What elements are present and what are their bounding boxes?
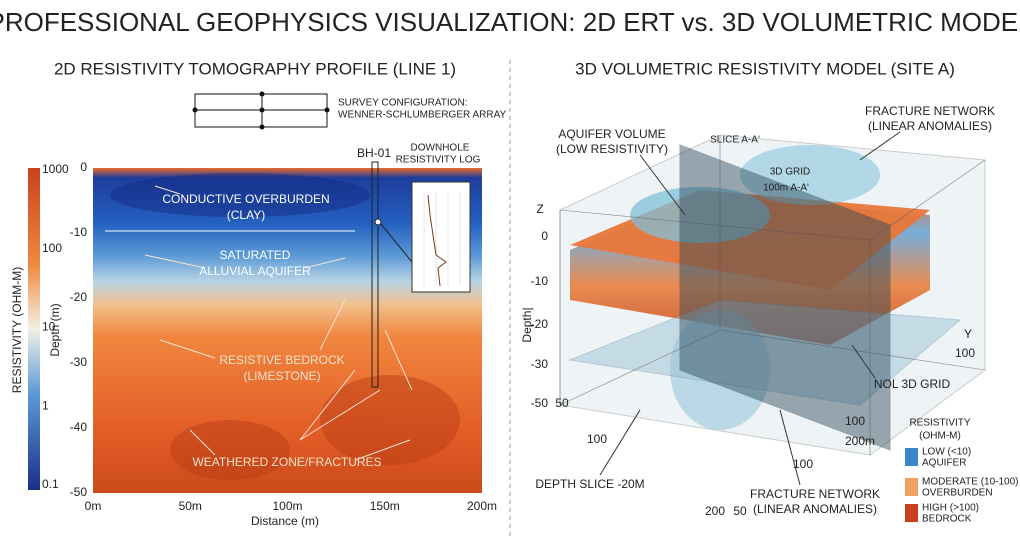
colorbar-tick: 10: [42, 320, 56, 334]
y-tick-label: -50: [70, 485, 88, 499]
floor-tick-label: 100: [793, 457, 813, 471]
x-tick-label: 0m: [85, 499, 102, 513]
y-tick-label: -10: [70, 225, 88, 239]
x-tick-label: 200m: [467, 499, 497, 513]
z-tick-label: -10: [531, 274, 549, 288]
y-axis-label: Depth (m): [48, 303, 62, 356]
floor-tick-label: 50: [733, 504, 747, 518]
z-tick-label: 0: [541, 229, 548, 243]
y-tick-label: 0: [80, 160, 87, 174]
log-leader: [380, 223, 413, 263]
z-tick-label: -30: [531, 357, 549, 371]
borehole-marker: [374, 218, 382, 226]
colorbar-tick: 1: [42, 398, 49, 412]
legend-label: HIGH (>100): [922, 503, 979, 514]
annotation: (LIMESTONE): [243, 369, 320, 383]
annotation: NOL 3D GRID: [874, 377, 951, 391]
legend-swatch: [905, 504, 918, 522]
legend-label: MODERATE (10-100): [922, 477, 1019, 488]
annotation: DEPTH SLICE -20M: [535, 477, 644, 491]
survey-label: SURVEY CONFIGURATION:: [338, 98, 467, 109]
floor-tick-label: 200m: [845, 434, 875, 448]
colorbar-label: RESISTIVITY (OHM-M): [10, 267, 24, 393]
floor-tick-label: 100: [587, 432, 607, 446]
colorbar-tick: 100: [42, 241, 62, 255]
borehole: [371, 161, 379, 388]
annotation: 100m A-A': [763, 183, 809, 194]
x-tick-label: 150m: [370, 499, 400, 513]
floor-tick-label: 200: [705, 504, 725, 518]
survey-label: WENNER-SCHLUMBERGER ARRAY: [338, 110, 506, 121]
annotation: ALLUVIAL AQUIFER: [199, 264, 311, 278]
annotation: 3D GRID: [770, 167, 811, 178]
z-tick-label: -50: [531, 396, 549, 410]
colorbar-tick: 1000: [42, 162, 69, 176]
model-box: [559, 134, 986, 456]
annotation: FRACTURE NETWORK: [865, 104, 995, 118]
z-axis-name: Z: [536, 202, 543, 216]
legend-title: RESISTIVITY: [909, 418, 970, 429]
annotation: (LOW RESISTIVITY): [556, 142, 668, 156]
floor-tick-label: 50: [555, 396, 569, 410]
colorbar-tick: 0.1: [42, 477, 59, 491]
annotation: SLICE A-A': [710, 135, 760, 146]
legend-label: LOW (<10): [922, 447, 971, 458]
x-tick-label: 50m: [179, 499, 202, 513]
annotation: AQUIFER VOLUME: [558, 127, 665, 141]
legend-swatch: [905, 448, 918, 466]
legend-label: BEDROCK: [922, 514, 972, 525]
legend-label: OVERBURDEN: [922, 488, 993, 499]
borehole-label: BH-01: [357, 146, 391, 160]
annotation: (LINEAR ANOMALIES): [868, 119, 992, 133]
annotation: SATURATED: [220, 248, 291, 262]
colorbar: [28, 168, 40, 490]
annotation: CONDUCTIVE OVERBURDEN: [162, 192, 329, 206]
log-inset: [411, 181, 471, 293]
y-tick-label: -40: [70, 420, 88, 434]
legend-title: (OHM-M): [919, 431, 961, 442]
leader-lines: [599, 131, 901, 486]
page-title: PROFESSIONAL GEOPHYSICS VISUALIZATION: 2…: [0, 7, 1020, 37]
annotation: WEATHERED ZONE/FRACTURES: [192, 455, 381, 469]
annotation: FRACTURE NETWORK: [750, 487, 880, 501]
legend-label: AQUIFER: [922, 458, 966, 469]
annotation: (CLAY): [227, 208, 265, 222]
panel-title: 2D RESISTIVITY TOMOGRAPHY PROFILE (LINE …: [54, 59, 456, 78]
x-axis-label: Distance (m): [251, 514, 319, 528]
annotation: (LINEAR ANOMALIES): [753, 502, 877, 516]
floor-tick-label: 100: [845, 414, 865, 428]
panel-title: 3D VOLUMETRIC RESISTIVITY MODEL (SITE A): [575, 59, 955, 78]
log-label: DOWNHOLE: [411, 143, 470, 154]
y-tick-label: 100: [955, 346, 975, 360]
y-tick-label: -20: [70, 290, 88, 304]
electrodes: [192, 91, 330, 130]
y-tick-label: -30: [70, 355, 88, 369]
leader-lines: [144, 185, 413, 461]
z-axis-label: Depth|: [520, 307, 534, 342]
x-tick-label: 100m: [272, 499, 302, 513]
section-texture: [110, 173, 460, 480]
y-axis-name: Y: [964, 327, 972, 341]
annotation: RESISTIVE BEDROCK: [219, 353, 344, 367]
log-label: RESISTIVITY LOG: [396, 155, 481, 166]
z-tick-label: -20: [531, 317, 549, 331]
legend-swatch: [905, 478, 918, 496]
